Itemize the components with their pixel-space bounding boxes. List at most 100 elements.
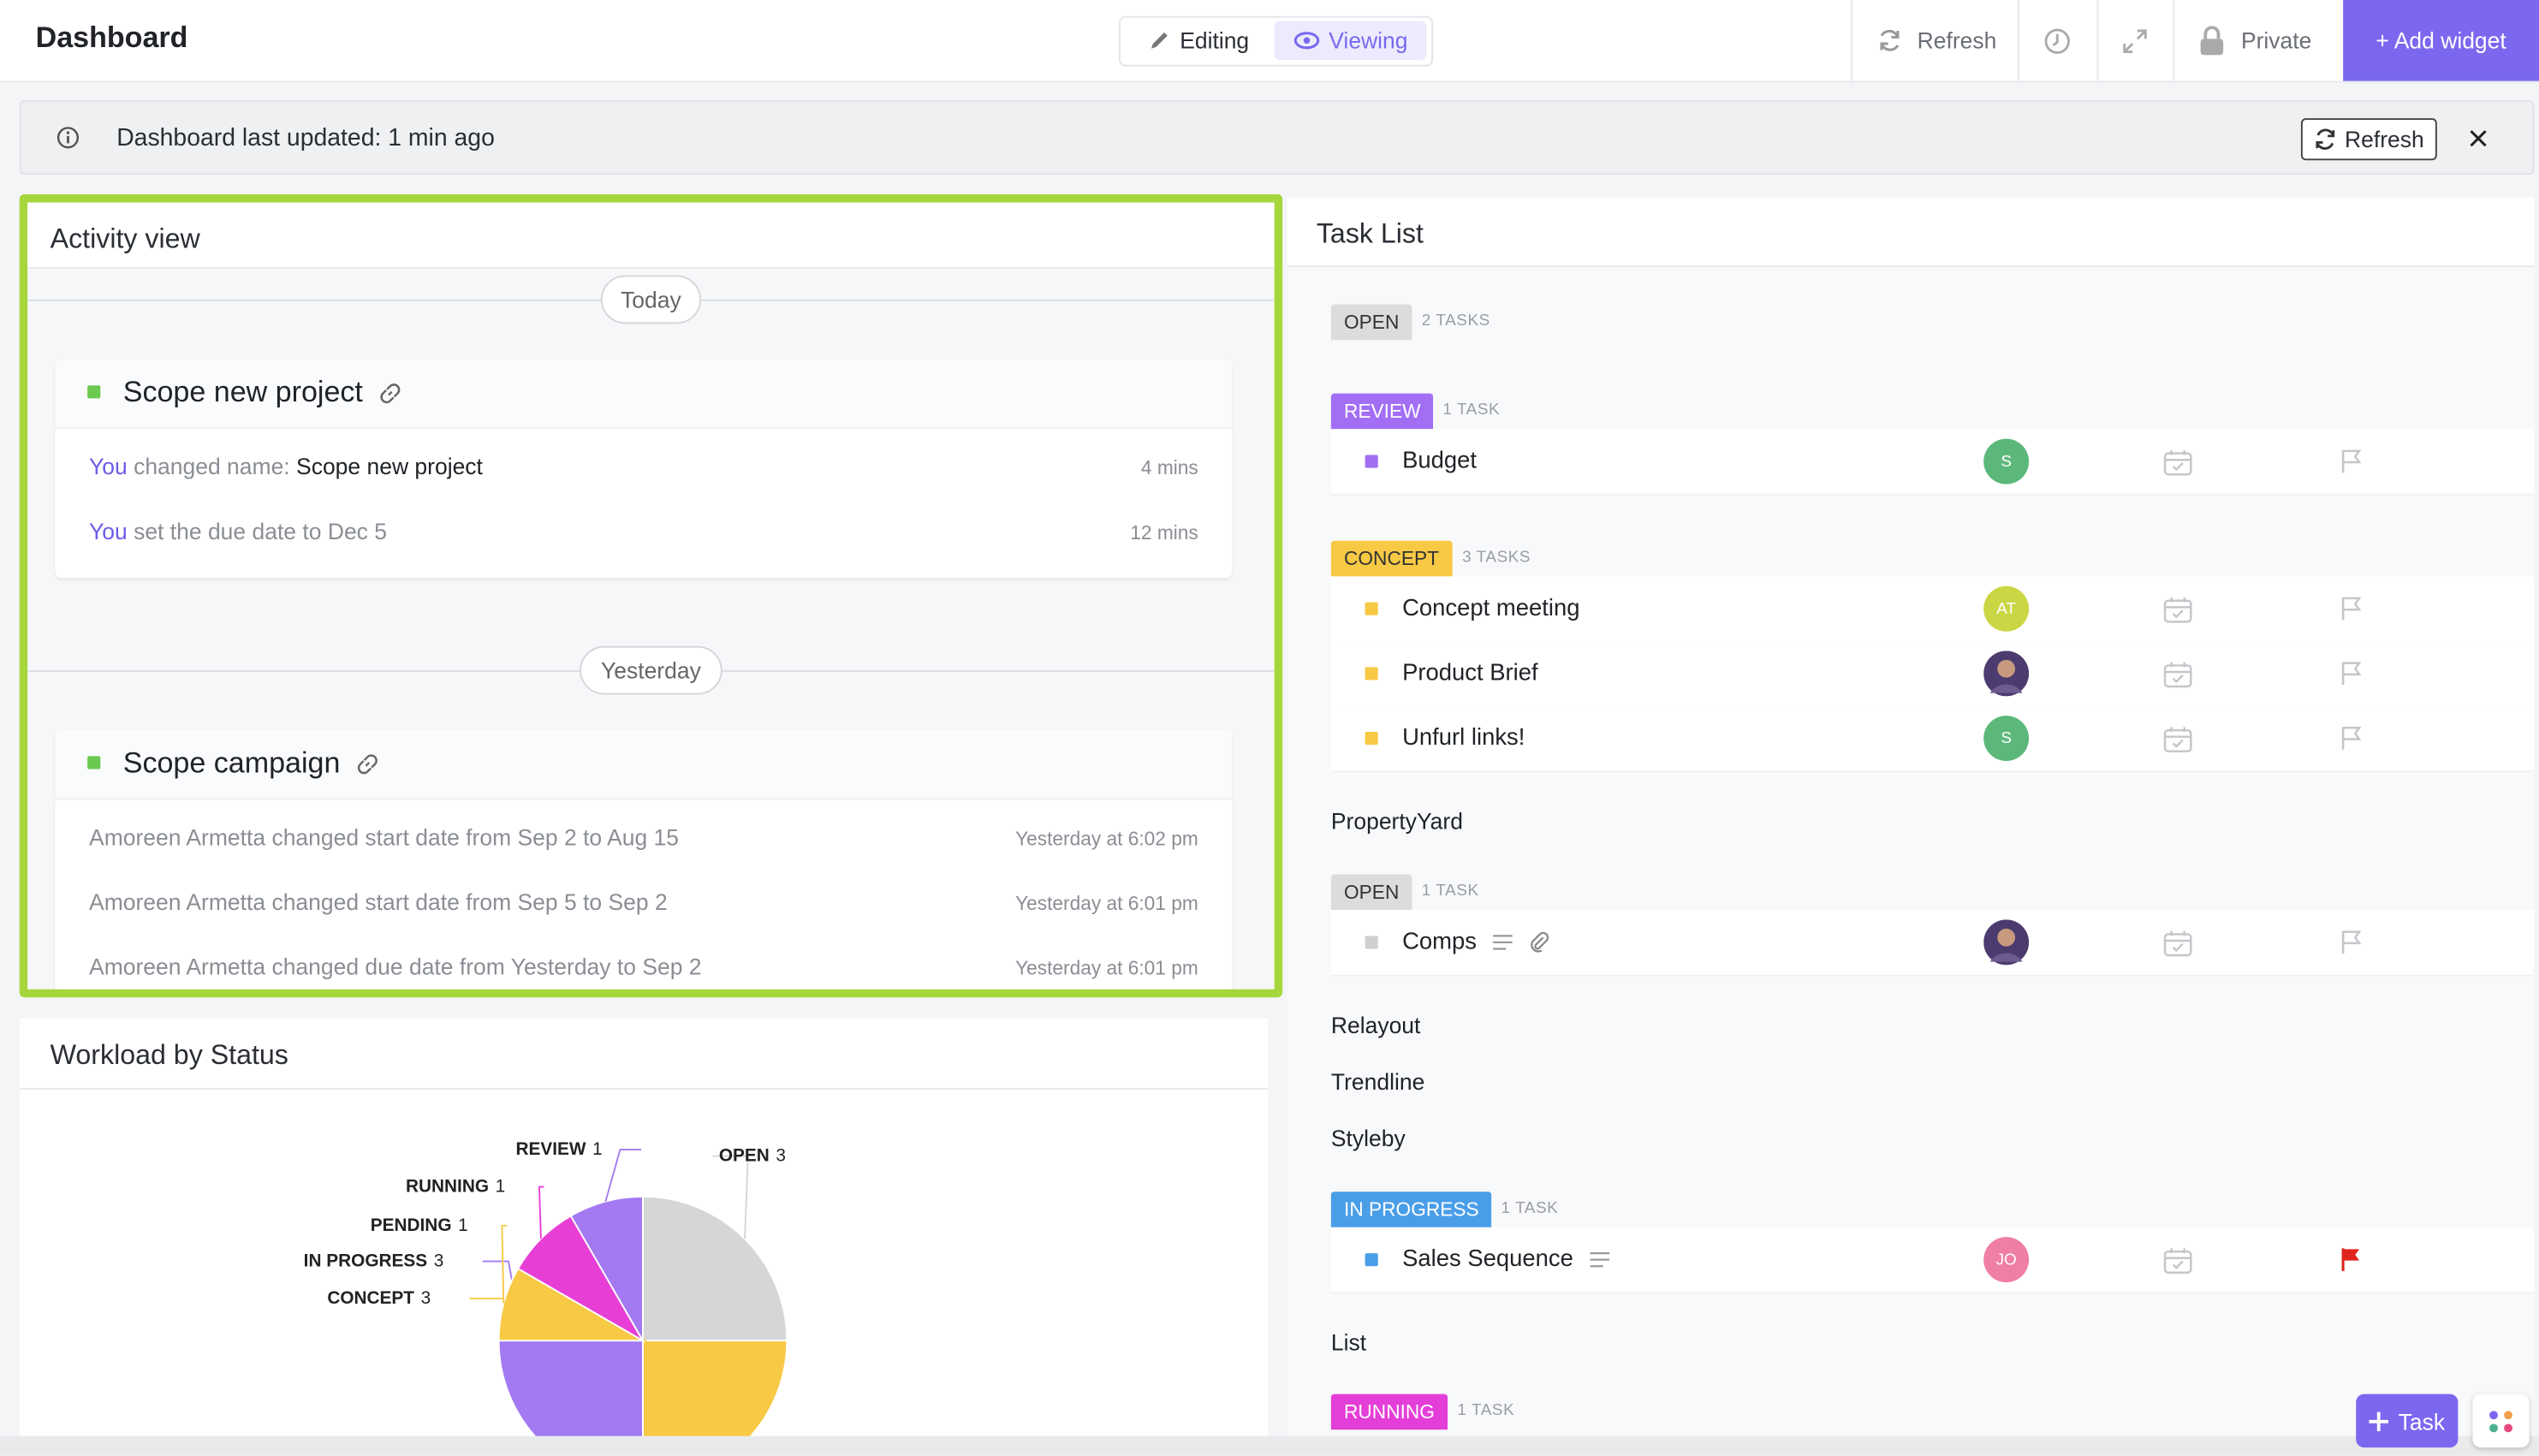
workload-widget: Workload by Status OPEN 3 CONCEPT 3 IN PROGR… <box>19 1018 1269 1436</box>
category-name: IN PROGRESS <box>304 1251 428 1270</box>
task-name-text: Product Brief <box>1402 660 1538 687</box>
new-task-button[interactable]: Task <box>2356 1394 2459 1448</box>
category-name: REVIEW <box>515 1139 586 1159</box>
task-row[interactable]: Budget S <box>1330 429 2535 496</box>
task-name-text: Sales Sequence <box>1402 1246 1573 1273</box>
page-footer <box>0 1435 2539 1456</box>
widget-title: Activity view <box>50 223 200 254</box>
slice-label: PENDING 1 <box>371 1215 468 1234</box>
card-title-text: Scope campaign <box>122 746 341 779</box>
task-row[interactable]: Comps <box>1330 910 2535 977</box>
due-date-icon[interactable] <box>2163 449 2192 476</box>
history-button[interactable] <box>2043 27 2071 55</box>
page-title: Dashboard <box>35 21 188 54</box>
status-badge[interactable]: OPEN <box>1330 874 1412 911</box>
eye-icon <box>1293 32 1319 50</box>
task-bullet <box>1365 731 1378 746</box>
task-name-text: Concept meeting <box>1402 596 1580 622</box>
mode-label: Viewing <box>1329 27 1408 54</box>
card-header <box>55 359 1233 430</box>
slice-label: CONCEPT 3 <box>327 1288 431 1308</box>
status-badge[interactable]: OPEN <box>1330 304 1412 341</box>
pie-chart: OPEN 3 CONCEPT 3 IN PROGRESS 3 PENDING 1 RUNNING… <box>304 1139 788 1436</box>
due-date-icon[interactable] <box>2163 661 2192 688</box>
separator <box>2173 0 2175 81</box>
close-banner[interactable] <box>2470 129 2488 147</box>
separator <box>2017 0 2019 81</box>
task-row[interactable]: Product Brief <box>1330 641 2535 708</box>
priority-flag[interactable] <box>2340 661 2362 686</box>
card-title-text: Scope new project <box>122 375 363 408</box>
task-row[interactable]: Sales Sequence JO <box>1330 1227 2535 1294</box>
pie-slice <box>516 1215 645 1343</box>
editing-mode[interactable]: Editing <box>1127 21 1270 60</box>
fullscreen-button[interactable] <box>2123 29 2147 53</box>
task-count: 1 TASK <box>1421 882 1479 900</box>
status-badge[interactable]: RUNNING <box>1330 1394 1448 1430</box>
status-badge[interactable]: CONCEPT <box>1330 540 1453 577</box>
task-bullet <box>1365 936 1378 949</box>
entry-text: Amoreen Armetta changed start date from … <box>89 823 679 851</box>
task-bullet <box>1365 602 1378 615</box>
leader-line <box>538 1186 544 1239</box>
assignee-avatar: AT <box>1983 585 2030 632</box>
slice-label: OPEN 3 <box>719 1145 786 1165</box>
banner-refresh-button[interactable]: Refresh <box>2300 118 2437 161</box>
pencil-icon <box>1151 32 1168 49</box>
list-name: Styleby <box>1330 1125 1406 1151</box>
separator <box>1851 0 1852 81</box>
due-date-icon[interactable] <box>2163 930 2192 957</box>
due-date-icon[interactable] <box>2163 1247 2192 1275</box>
task-row[interactable]: Unfurl links! S <box>1330 705 2535 773</box>
privacy-button[interactable]: Private <box>2199 21 2311 60</box>
entry-text: set the due date to Dec 5 <box>134 518 388 544</box>
status-badge[interactable]: REVIEW <box>1330 393 1434 430</box>
due-date-icon[interactable] <box>2163 725 2192 752</box>
task-name: Comps <box>1402 930 1551 955</box>
card-title: Scope campaign <box>123 746 379 781</box>
priority-flag[interactable] <box>2340 930 2362 955</box>
task-bullet <box>1365 667 1378 680</box>
slice-value: 3 <box>776 1145 786 1165</box>
activity-card: Scope new project You changed name: Scope… <box>55 359 1233 579</box>
refresh-button[interactable]: Refresh <box>1876 21 1996 60</box>
viewing-mode[interactable]: Viewing <box>1274 21 1427 60</box>
activity-entry: You set the due date to Dec 5 <box>89 518 387 544</box>
status-dot <box>87 385 101 399</box>
add-widget-button[interactable]: + Add widget <box>2343 0 2539 81</box>
assignee-avatar: S <box>1983 438 2030 484</box>
due-date-icon[interactable] <box>2163 596 2192 623</box>
card-header <box>55 730 1233 800</box>
task-count: 1 TASK <box>1442 401 1501 419</box>
leader-line <box>604 1149 642 1202</box>
list-name: List <box>1330 1328 1367 1356</box>
entry-time: Yesterday at 6:01 pm <box>1015 892 1198 915</box>
activity-entry: Amoreen Armetta changed start date from … <box>89 888 668 914</box>
task-count: 1 TASK <box>1501 1199 1559 1218</box>
task-name-text: Budget <box>1402 448 1478 475</box>
entry-time: 4 mins <box>1140 456 1198 479</box>
status-badge[interactable]: IN PROGRESS <box>1330 1192 1492 1227</box>
status-dot <box>87 756 101 770</box>
list-name: PropertyYard <box>1330 807 1463 835</box>
apps-button[interactable] <box>2472 1394 2530 1448</box>
assignee-photo <box>1983 919 2030 966</box>
slice-value: 3 <box>421 1288 431 1308</box>
info-icon <box>56 127 80 149</box>
apps-icon <box>2489 1411 2512 1433</box>
task-bullet <box>1365 455 1378 468</box>
entry-text: Amoreen Armetta changed due date from Ye… <box>89 954 702 980</box>
priority-flag[interactable] <box>2340 725 2362 751</box>
priority-flag[interactable] <box>2340 596 2362 621</box>
button-label: Refresh <box>2344 126 2424 152</box>
priority-flag[interactable] <box>2340 449 2362 474</box>
task-row[interactable]: Concept meeting AT <box>1330 576 2535 643</box>
slice-value: 3 <box>434 1251 444 1270</box>
list-name: Trendline <box>1330 1068 1425 1095</box>
slice-value: 1 <box>458 1215 468 1234</box>
activity-widget: Activity view Today Scope new project You … <box>19 193 1283 998</box>
pie-slice <box>497 1340 644 1436</box>
priority-flag[interactable] <box>2340 1247 2362 1273</box>
slice-label: RUNNING 1 <box>406 1176 505 1196</box>
